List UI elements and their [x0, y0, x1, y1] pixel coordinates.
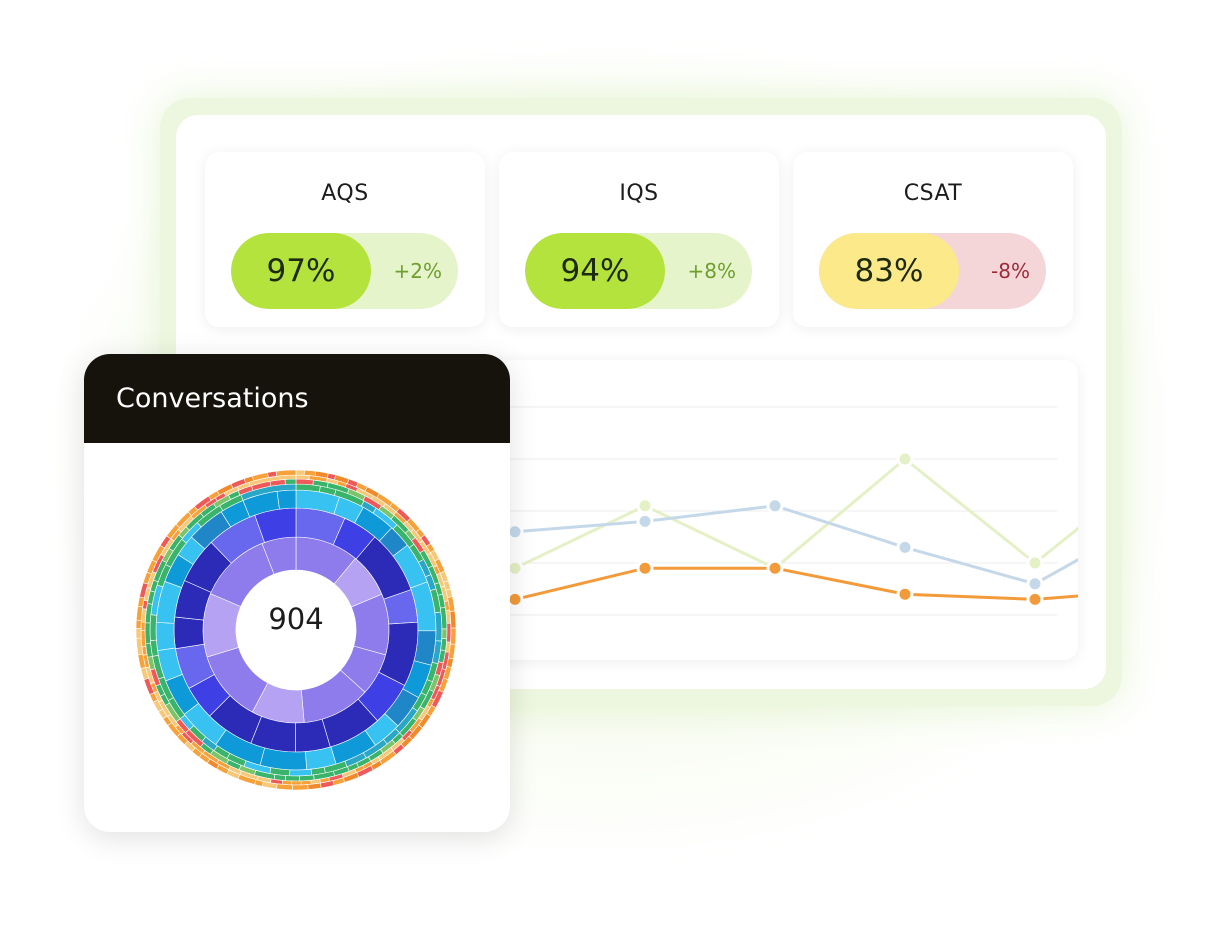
sunburst-segment-ring-2 — [155, 622, 176, 651]
sunburst-segment-ring-3 — [149, 614, 158, 641]
series-point-1 — [636, 512, 654, 530]
series-point-0 — [506, 559, 524, 577]
sunburst-segment-ring-5 — [446, 622, 452, 643]
sunburst-segment-ring-3 — [289, 768, 312, 777]
sunburst-segment-ring-4 — [284, 478, 297, 485]
conversations-total: 904 — [268, 602, 324, 636]
sunburst-segment-ring-6 — [267, 470, 278, 478]
metric-card-csat: CSAT 83% -8% — [793, 152, 1073, 327]
sunburst-segment-ring-2 — [276, 489, 297, 510]
metric-title: IQS — [619, 181, 659, 206]
sunburst-center — [236, 570, 356, 690]
series-point-1 — [506, 523, 524, 541]
sunburst-segment-ring-4 — [144, 622, 151, 645]
sunburst-segment-ring-5 — [291, 780, 302, 786]
series-point-1 — [896, 538, 914, 556]
series-point-0 — [636, 497, 654, 515]
metric-title: CSAT — [903, 181, 963, 206]
sunburst-segment-ring-6 — [295, 469, 305, 476]
conversations-title: Conversations — [84, 354, 510, 443]
sunburst-segment-ring-6 — [303, 469, 317, 477]
metric-pill: 97% +2% — [231, 233, 458, 309]
series-point-2 — [766, 559, 784, 577]
metric-pill: 94% +8% — [525, 233, 752, 309]
series-point-2 — [636, 559, 654, 577]
sunburst-segment-ring-6 — [449, 610, 457, 629]
sunburst-segment-ring-3 — [434, 611, 443, 642]
sunburst-segment-ring-6 — [135, 627, 142, 639]
sunburst-segment-ring-6 — [275, 469, 297, 477]
sunburst-segment-ring-4 — [441, 628, 448, 640]
sunburst-segment-ring-6 — [292, 784, 309, 791]
series-point-2 — [896, 585, 914, 603]
sunburst-segment-ring-1 — [173, 616, 205, 649]
metric-value: 97% — [231, 233, 371, 309]
series-point-1 — [766, 497, 784, 515]
metric-value: 94% — [525, 233, 665, 309]
series-point-2 — [506, 590, 524, 608]
metric-delta: +2% — [393, 259, 443, 283]
series-point-1 — [1026, 575, 1044, 593]
metric-card-aqs: AQS 97% +2% — [205, 152, 485, 327]
metric-delta: +8% — [687, 259, 737, 283]
sunburst-segment-ring-4 — [284, 775, 300, 782]
sunburst-segment-ring-6 — [276, 783, 293, 791]
metric-value: 83% — [819, 233, 959, 309]
series-point-0 — [1026, 554, 1044, 572]
metric-delta: -8% — [991, 259, 1030, 283]
series-point-2 — [1026, 590, 1044, 608]
conversations-card: Conversations 904 — [84, 354, 510, 832]
metric-card-iqs: IQS 94% +8% — [499, 152, 779, 327]
series-point-0 — [896, 450, 914, 468]
sunburst-segment-ring-6 — [450, 627, 457, 645]
metric-title: AQS — [321, 181, 369, 206]
sunburst-segment-ring-5 — [140, 621, 146, 631]
conversations-sunburst — [135, 469, 457, 791]
sunburst-segment-ring-6 — [135, 619, 142, 629]
metric-pill: 83% -8% — [819, 233, 1046, 309]
